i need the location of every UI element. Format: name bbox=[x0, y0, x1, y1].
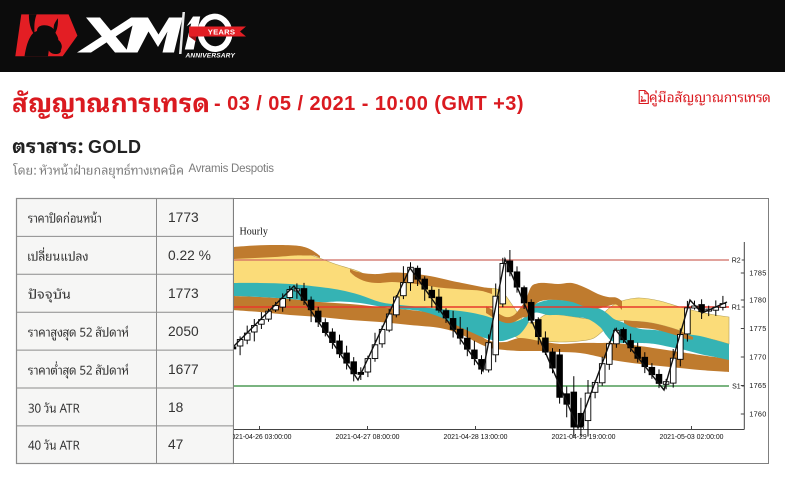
svg-text:2021-04-28 13:00:00: 2021-04-28 13:00:00 bbox=[444, 434, 508, 441]
svg-text:1770: 1770 bbox=[749, 353, 766, 362]
svg-text:2021-04-29 19:00:00: 2021-04-29 19:00:00 bbox=[552, 434, 616, 441]
svg-text:ANNIVERSARY: ANNIVERSARY bbox=[185, 52, 236, 59]
svg-text:R2: R2 bbox=[732, 258, 741, 265]
svg-text:YEARS: YEARS bbox=[208, 28, 236, 37]
svg-text:2021-04-26 03:00:00: 2021-04-26 03:00:00 bbox=[233, 434, 292, 441]
svg-text:2021-05-03 02:00:00: 2021-05-03 02:00:00 bbox=[660, 434, 724, 441]
svg-text:1775: 1775 bbox=[749, 324, 766, 333]
svg-text:Hourly: Hourly bbox=[240, 227, 268, 238]
svg-text:1780: 1780 bbox=[749, 296, 766, 305]
svg-text:1765: 1765 bbox=[749, 381, 766, 390]
svg-text:R1: R1 bbox=[732, 305, 741, 312]
svg-text:2021-04-27 08:00:00: 2021-04-27 08:00:00 bbox=[336, 434, 400, 441]
svg-text:1785: 1785 bbox=[749, 269, 766, 278]
svg-text:S1: S1 bbox=[732, 384, 741, 391]
svg-text:1760: 1760 bbox=[749, 410, 766, 419]
